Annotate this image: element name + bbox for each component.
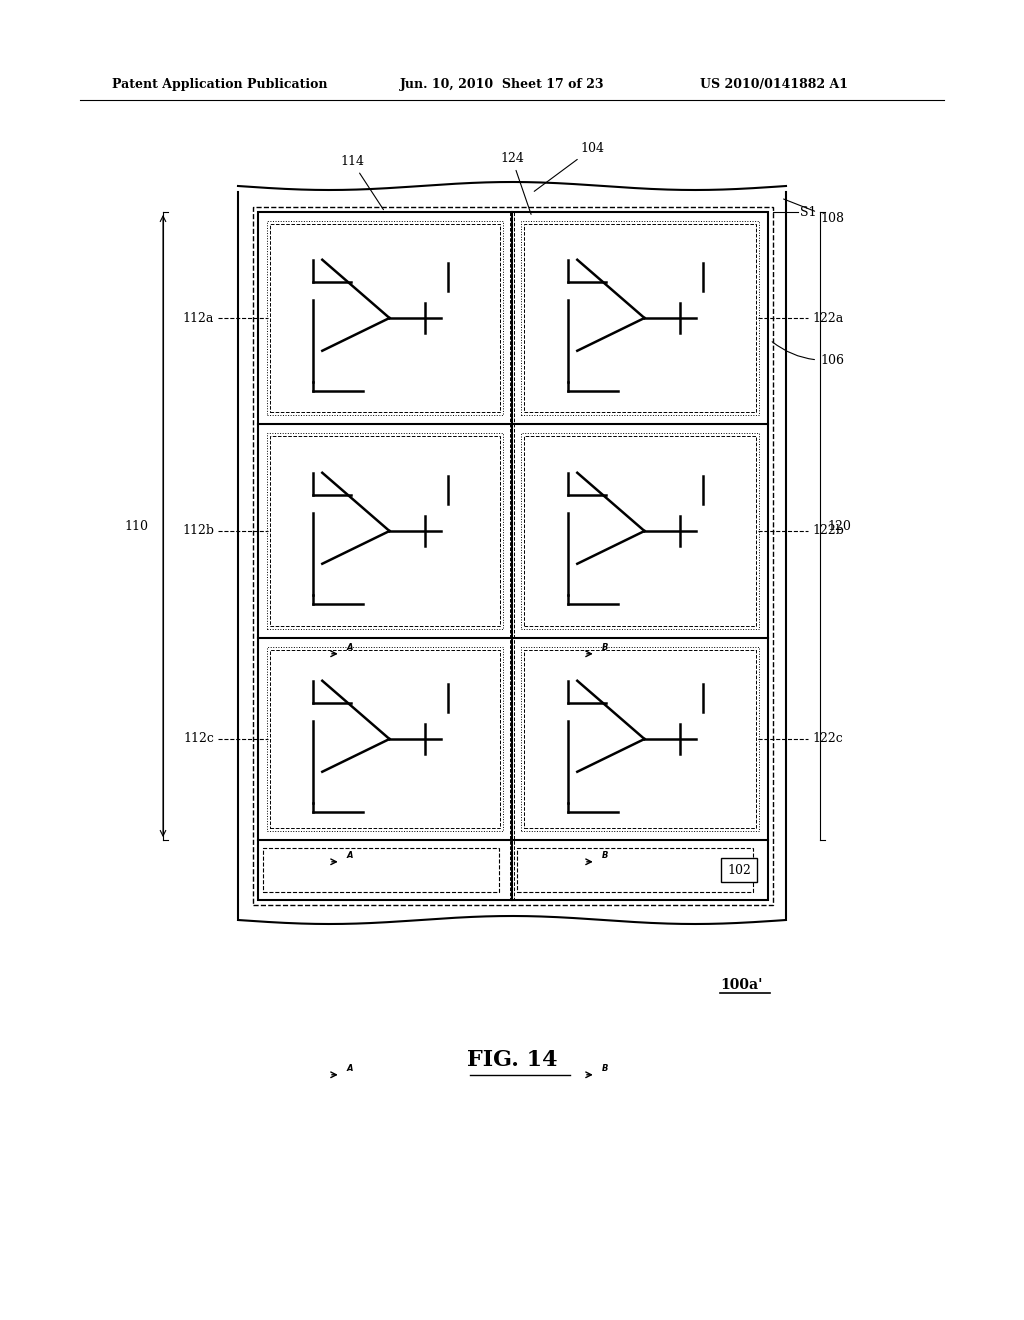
Bar [721,858,757,882]
Text: 124: 124 [500,152,531,214]
Text: A: A [346,643,353,652]
Text: B: B [601,851,608,859]
Bar [267,220,503,414]
Text: 122a: 122a [812,312,843,325]
Text: 108: 108 [783,199,844,224]
Text: 112b: 112b [182,524,214,537]
Bar [521,220,759,414]
Text: 122c: 122c [812,733,843,746]
Text: 102: 102 [727,863,751,876]
Text: A: A [346,1064,353,1073]
Text: B: B [601,643,608,652]
Text: Patent Application Publication: Patent Application Publication [112,78,328,91]
Bar [524,436,756,626]
Bar [524,224,756,412]
Bar [270,224,500,412]
Bar [253,207,773,906]
Text: 122b: 122b [812,524,844,537]
Bar [270,649,500,828]
Bar [517,847,753,892]
Text: 114: 114 [340,154,383,210]
Text: B: B [601,1064,608,1073]
Text: 104: 104 [535,143,604,191]
Text: 100a': 100a' [720,978,763,993]
Bar [521,433,759,630]
Text: US 2010/0141882 A1: US 2010/0141882 A1 [700,78,848,91]
Text: 112a: 112a [182,312,214,325]
Bar [267,433,503,630]
Text: FIG. 14: FIG. 14 [467,1049,557,1071]
Bar [270,436,500,626]
Text: 110: 110 [124,520,148,532]
Bar [267,647,503,832]
Bar [258,213,768,900]
Text: 106: 106 [772,342,844,367]
Bar [263,847,499,892]
Text: A: A [346,851,353,859]
Bar [521,647,759,832]
Bar [524,649,756,828]
Text: 120: 120 [827,520,851,532]
Text: 112c: 112c [183,733,214,746]
Text: S1: S1 [800,206,816,219]
Text: Jun. 10, 2010  Sheet 17 of 23: Jun. 10, 2010 Sheet 17 of 23 [400,78,604,91]
